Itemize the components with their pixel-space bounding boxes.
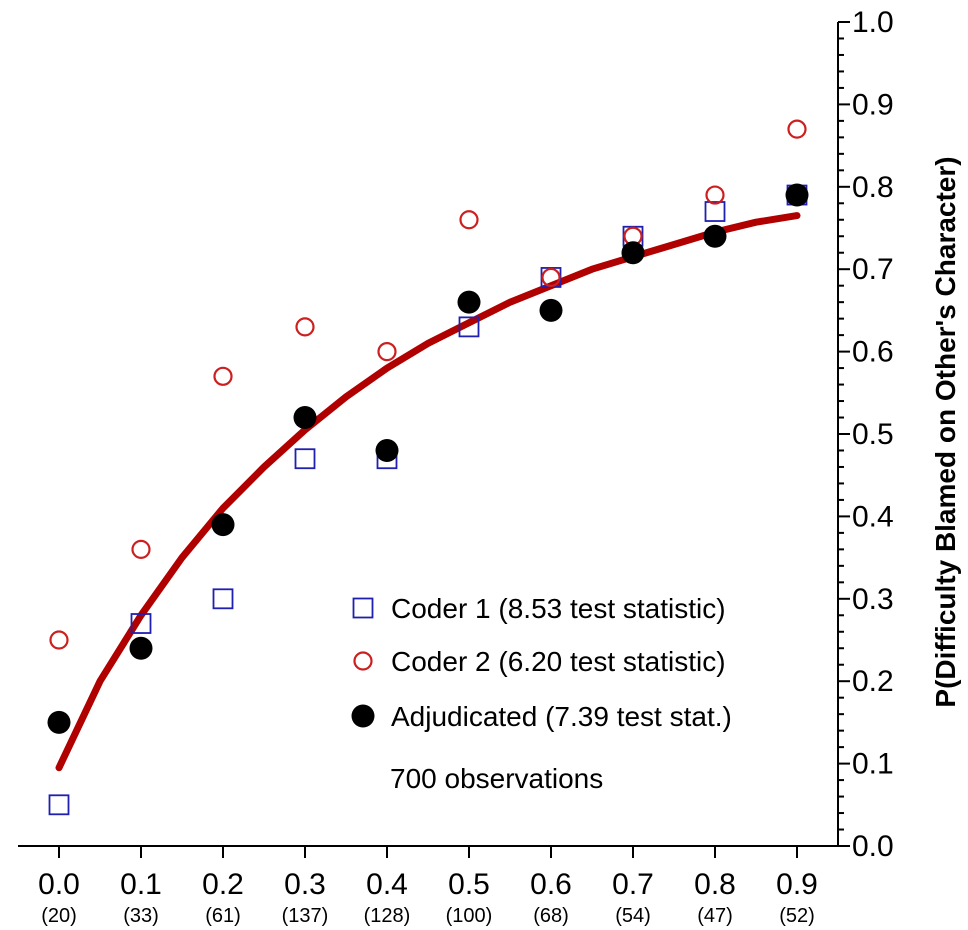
coder1-point xyxy=(130,613,152,634)
coder1-point xyxy=(458,316,480,338)
coder1-point xyxy=(48,794,70,816)
x-tick-label: 0.1 xyxy=(120,868,162,901)
y-axis-label: P(Difficulty Blamed on Other's Character… xyxy=(930,156,961,707)
x-tick-label: 0.9 xyxy=(776,868,818,901)
y-tick-labels: 0.0 0.1 0.2 0.3 0.4 0.5 0.6 0.7 0.8 0.9 1.0 xyxy=(852,6,894,863)
legend-adjudicated-label: Adjudicated (7.39 test stat.) xyxy=(391,701,732,732)
y-tick-label: 0.9 xyxy=(852,88,894,121)
legend-coder2-label: Coder 2 (6.20 test statistic) xyxy=(391,646,726,677)
x-tick-label: 0.5 xyxy=(448,868,490,901)
coder1-point xyxy=(294,448,316,470)
x-tick-label: 0.0 xyxy=(38,868,80,901)
x-tick-label: 0.3 xyxy=(284,868,326,901)
y-tick-label: 0.6 xyxy=(852,336,894,369)
x-count-label: (137) xyxy=(282,905,329,927)
adjudicated-point xyxy=(621,241,645,265)
legend-coder2: Coder 2 (6.20 test statistic) xyxy=(353,646,726,677)
coder1-point xyxy=(704,201,726,222)
x-tick-labels: 0.0 0.1 0.2 0.3 0.4 0.5 0.6 0.7 0.8 0.9 xyxy=(38,868,818,901)
y-tick-label: 0.8 xyxy=(852,171,894,204)
coder2-point xyxy=(377,342,397,362)
coder2-point xyxy=(787,119,807,139)
y-tick-label: 0.7 xyxy=(852,253,894,286)
coder2-point xyxy=(49,630,69,650)
coder2-point xyxy=(295,317,315,337)
y-tick-label: 0.1 xyxy=(852,748,894,781)
observations-annotation: 700 observations xyxy=(390,763,603,794)
legend: Coder 1 (8.53 test statistic) Coder 2 (6.… xyxy=(351,593,732,732)
x-count-label: (100) xyxy=(446,905,493,927)
adjudicated-point xyxy=(375,438,399,462)
coder2-point xyxy=(705,185,725,205)
coder1-point xyxy=(212,588,234,610)
axes xyxy=(18,21,850,858)
x-tick-label: 0.7 xyxy=(612,868,654,901)
adjudicated-point xyxy=(457,290,481,314)
adjudicated-point xyxy=(211,513,235,537)
coder2-point xyxy=(131,539,151,559)
adjudicated-point xyxy=(293,406,317,430)
y-tick-label: 0.4 xyxy=(852,500,894,533)
y-tick-label: 0.0 xyxy=(852,830,894,863)
coder2-point xyxy=(459,210,479,230)
x-tick-label: 0.6 xyxy=(530,868,572,901)
fit-curve xyxy=(55,212,801,772)
y-tick-label: 0.5 xyxy=(852,418,894,451)
y-tick-label: 0.3 xyxy=(852,583,894,616)
x-tick-label: 0.2 xyxy=(202,868,244,901)
x-count-label: (52) xyxy=(779,905,815,927)
legend-coder1: Coder 1 (8.53 test statistic) xyxy=(352,593,726,624)
x-count-label: (68) xyxy=(533,905,569,927)
adjudicated-point xyxy=(47,710,71,734)
x-count-label: (20) xyxy=(41,905,77,927)
adjudicated-point xyxy=(539,298,563,322)
legend-coder1-marker xyxy=(352,597,374,619)
y-tick-label: 0.2 xyxy=(852,665,894,698)
x-count-label: (61) xyxy=(205,905,241,927)
adjudicated-point xyxy=(129,636,153,660)
adjudicated-point xyxy=(785,183,809,207)
x-count-label: (54) xyxy=(615,905,651,927)
x-count-labels: (20) (33) (61) (137) (128) (100) (68) (54) (47) (… xyxy=(41,905,815,927)
coder2-point xyxy=(541,267,561,288)
y-tick-label: 1.0 xyxy=(852,6,894,39)
legend-coder2-marker xyxy=(353,651,373,671)
x-count-label: (128) xyxy=(364,905,411,927)
fit-curve-group xyxy=(55,212,801,772)
x-count-label: (33) xyxy=(123,905,159,927)
adjudicated-point xyxy=(703,224,727,248)
legend-coder1-label: Coder 1 (8.53 test statistic) xyxy=(391,593,726,624)
legend-adjudicated-marker xyxy=(351,704,375,728)
data-points xyxy=(47,119,809,816)
x-tick-label: 0.4 xyxy=(366,868,408,901)
coder2-point xyxy=(213,366,233,386)
x-tick-label: 0.8 xyxy=(694,868,736,901)
legend-adjudicated: Adjudicated (7.39 test stat.) xyxy=(351,701,732,732)
x-count-label: (47) xyxy=(697,905,733,927)
